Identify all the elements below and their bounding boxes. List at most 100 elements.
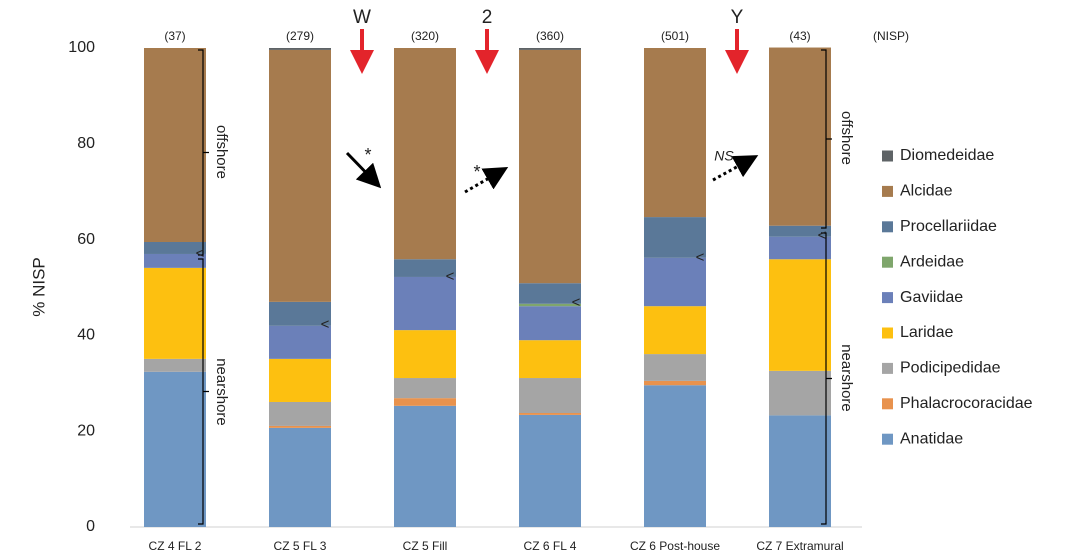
legend-label: Laridae bbox=[900, 324, 953, 341]
y-tick-label: 20 bbox=[77, 422, 95, 439]
count-header: (NISP) bbox=[873, 29, 909, 43]
bar-segment bbox=[144, 48, 206, 242]
bar-segment bbox=[394, 405, 456, 527]
legend-label: Anatidae bbox=[900, 430, 963, 447]
bar-segment bbox=[269, 425, 331, 428]
legend-swatch bbox=[882, 221, 893, 233]
bar-segment bbox=[269, 427, 331, 527]
bar-segment bbox=[519, 414, 581, 527]
boundary-mark: < bbox=[696, 249, 705, 266]
trend-label: * bbox=[364, 145, 371, 165]
bar-segment bbox=[644, 257, 706, 307]
legend-swatch bbox=[882, 150, 893, 162]
bar-segment bbox=[644, 385, 706, 527]
zone-label: offshore bbox=[838, 111, 855, 165]
bar-count: (501) bbox=[661, 29, 689, 43]
y-tick-label: 80 bbox=[77, 135, 95, 152]
bar-segment bbox=[519, 49, 581, 284]
bar-count: (320) bbox=[411, 29, 439, 43]
legend-swatch bbox=[882, 256, 893, 268]
bar-segment bbox=[269, 325, 331, 359]
bar-segment bbox=[519, 283, 581, 304]
bar-segment bbox=[144, 253, 206, 268]
trend-label: NS bbox=[714, 148, 734, 164]
bar-segment bbox=[644, 380, 706, 386]
bar-count: (37) bbox=[164, 29, 185, 43]
bar-segment bbox=[519, 303, 581, 307]
bar-segment bbox=[644, 48, 706, 218]
bracket bbox=[821, 232, 832, 525]
bar-segment bbox=[519, 306, 581, 341]
bar-count: (279) bbox=[286, 29, 314, 43]
legend-swatch bbox=[882, 398, 893, 410]
bar-segment bbox=[144, 267, 206, 359]
y-tick-label: 40 bbox=[77, 327, 95, 344]
legend-swatch bbox=[882, 433, 893, 445]
bar-segment bbox=[519, 378, 581, 413]
bar-segment bbox=[769, 259, 831, 371]
bar-count: (43) bbox=[789, 29, 810, 43]
x-tick-label: CZ 5 Fill bbox=[403, 539, 448, 553]
legend-swatch bbox=[882, 185, 893, 197]
bracket bbox=[198, 49, 209, 256]
legend-label: Diomedeidae bbox=[900, 147, 994, 164]
x-tick-label: CZ 5 FL 3 bbox=[274, 539, 327, 553]
legend-swatch bbox=[882, 327, 893, 339]
bar-segment bbox=[394, 259, 456, 277]
boundary-mark: < bbox=[572, 294, 581, 311]
bracket bbox=[821, 49, 832, 229]
zone-label: nearshore bbox=[838, 344, 855, 412]
trend-arrow bbox=[345, 151, 382, 189]
bar-segment bbox=[644, 217, 706, 258]
x-tick-label: CZ 7 Extramural bbox=[756, 539, 843, 553]
transition-label: 2 bbox=[482, 7, 493, 28]
bar-segment bbox=[769, 47, 831, 226]
legend-swatch bbox=[882, 292, 893, 304]
trend-arrow bbox=[464, 166, 509, 194]
trend-label: * bbox=[473, 162, 480, 182]
bracket bbox=[198, 258, 209, 525]
legend-label: Procellariidae bbox=[900, 218, 997, 235]
y-axis-label: % NISP bbox=[29, 257, 48, 317]
bar-segment bbox=[519, 412, 581, 415]
bar-segment bbox=[644, 306, 706, 355]
boundary-mark: < bbox=[196, 245, 205, 262]
boundary-mark: < bbox=[446, 268, 455, 285]
bar-segment bbox=[394, 378, 456, 399]
bar-count: (360) bbox=[536, 29, 564, 43]
bar-segment bbox=[269, 48, 331, 50]
bar-segment bbox=[269, 401, 331, 426]
bar-segment bbox=[519, 340, 581, 379]
boundary-mark: < bbox=[321, 316, 330, 333]
bar-segment bbox=[144, 241, 206, 254]
x-tick-label: CZ 6 FL 4 bbox=[524, 539, 577, 553]
zone-label: nearshore bbox=[213, 358, 230, 426]
zone-label: offshore bbox=[213, 125, 230, 179]
y-tick-label: 100 bbox=[68, 39, 95, 56]
bar-segment bbox=[269, 301, 331, 326]
legend-label: Podicipedidae bbox=[900, 360, 1001, 377]
y-tick-label: 60 bbox=[77, 231, 95, 248]
bar-segment bbox=[394, 276, 456, 331]
bar-segment bbox=[144, 371, 206, 527]
transition-label: Y bbox=[731, 7, 744, 28]
y-tick-label: 0 bbox=[86, 518, 95, 535]
bar-segment bbox=[769, 236, 831, 260]
legend-label: Alcidae bbox=[900, 183, 953, 200]
x-tick-label: CZ 6 Post-house bbox=[630, 539, 720, 553]
bar-segment bbox=[644, 354, 706, 381]
boundary-mark: < bbox=[818, 227, 827, 244]
bar-segment bbox=[769, 415, 831, 527]
legend-label: Ardeidae bbox=[900, 253, 964, 270]
bar-segment bbox=[394, 398, 456, 406]
bar-segment bbox=[144, 358, 206, 372]
legend-label: Phalacrocoracidae bbox=[900, 395, 1033, 412]
bar-segment bbox=[519, 48, 581, 50]
trend-arrow bbox=[712, 155, 759, 182]
legend-label: Gaviidae bbox=[900, 289, 963, 306]
x-tick-label: CZ 4 FL 2 bbox=[149, 539, 202, 553]
bar-segment bbox=[769, 225, 831, 237]
bar-segment bbox=[394, 330, 456, 379]
legend-swatch bbox=[882, 362, 893, 374]
